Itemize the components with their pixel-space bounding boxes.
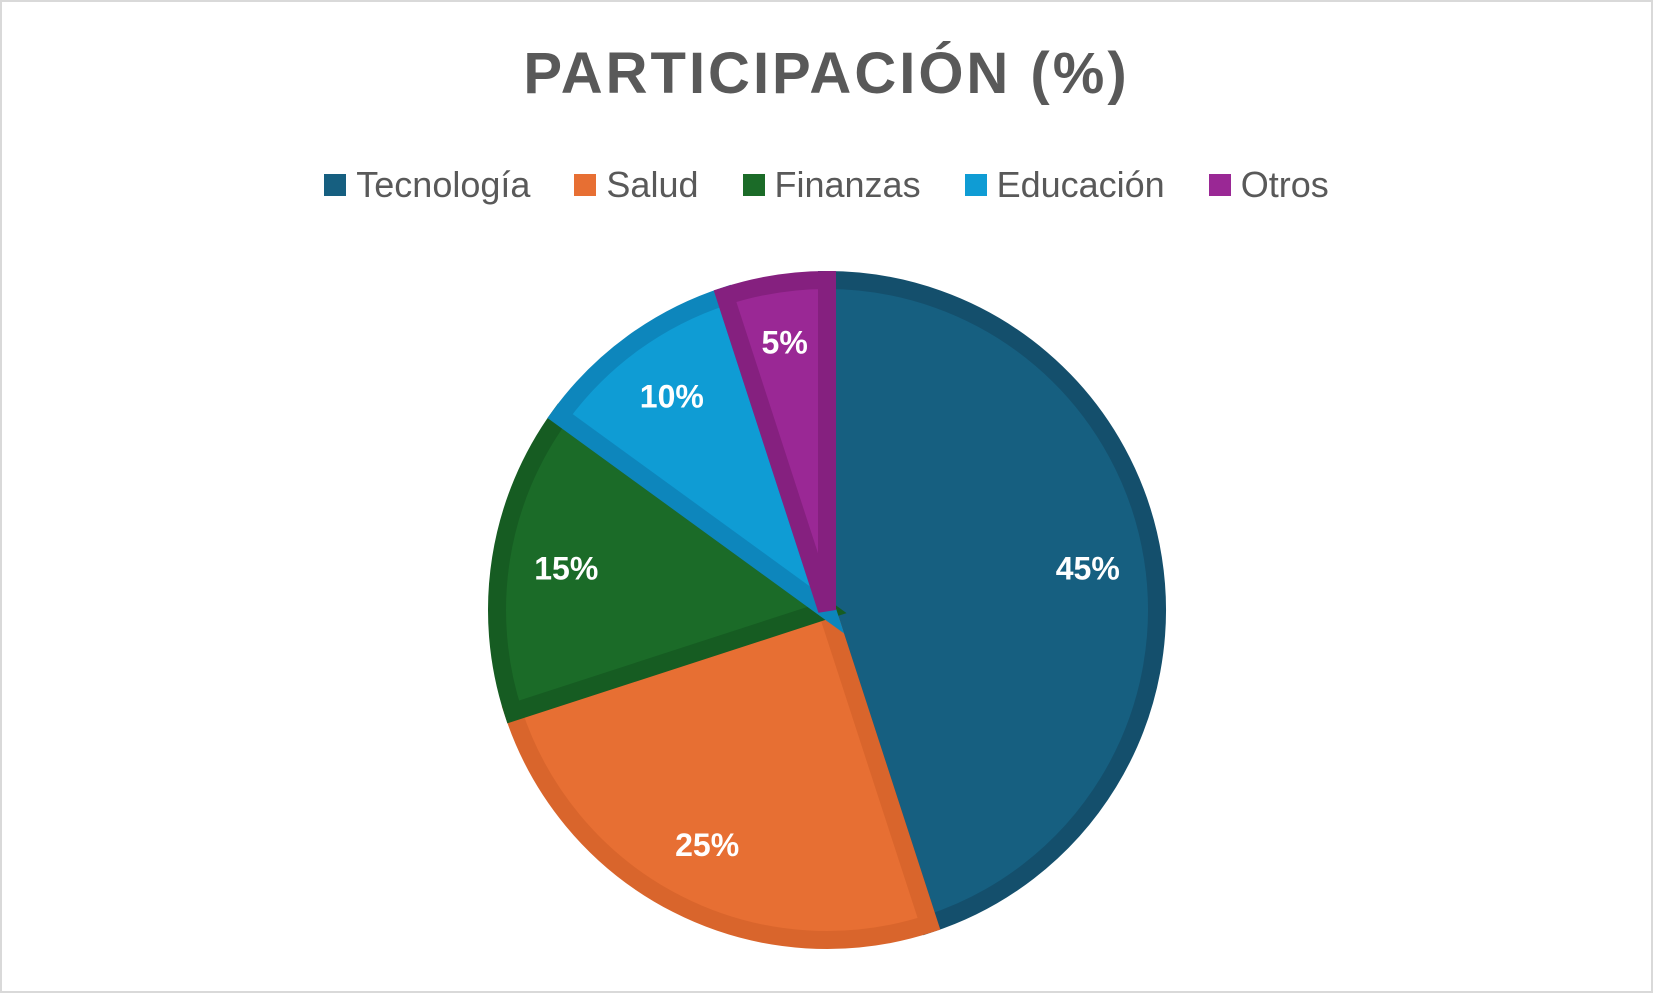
- data-label-finanzas: 15%: [534, 551, 598, 587]
- pie-slice-otros: [713, 270, 836, 613]
- chart-legend: Tecnología Salud Finanzas Educación Otro…: [2, 164, 1651, 206]
- legend-label-salud: Salud: [606, 164, 699, 205]
- legend-item-salud: Salud: [574, 164, 699, 206]
- legend-swatch-tecnologia: [324, 174, 347, 196]
- legend-item-educacion: Educación: [964, 164, 1165, 206]
- pie-slice-tecnologia: [818, 270, 1166, 936]
- data-label-salud: 25%: [675, 827, 739, 863]
- legend-item-tecnologia: Tecnología: [324, 164, 530, 206]
- chart-title: PARTICIPACIÓN (%): [523, 41, 1130, 106]
- legend-label-educacion: Educación: [996, 164, 1165, 205]
- legend-swatch-otros: [1208, 174, 1231, 196]
- pie-slice-salud: [501, 598, 941, 949]
- legend-item-otros: Otros: [1208, 164, 1329, 206]
- legend-label-finanzas: Finanzas: [774, 164, 921, 205]
- data-label-tecnologia: 45%: [1056, 551, 1120, 587]
- pie-slice-educacion: [547, 284, 845, 634]
- data-label-otros: 5%: [762, 325, 808, 361]
- data-label-educacion: 10%: [640, 378, 704, 414]
- legend-swatch-educacion: [964, 174, 987, 196]
- legend-swatch-salud: [574, 174, 597, 196]
- legend-label-otros: Otros: [1240, 164, 1329, 205]
- legend-label-tecnologia: Tecnología: [356, 164, 531, 205]
- pie-slice-finanzas: [488, 403, 847, 724]
- legend-swatch-finanzas: [742, 174, 765, 196]
- legend-item-finanzas: Finanzas: [742, 164, 921, 206]
